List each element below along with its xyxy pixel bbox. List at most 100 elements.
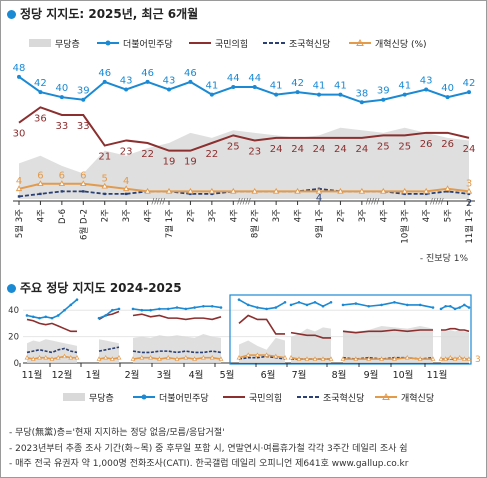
data-point-rk [424,192,428,196]
data-point-dp [219,306,223,309]
legend-label-ppp: 국민의힘 [249,393,282,404]
x-tick-label: 9월 [364,369,379,381]
data-point-rp [24,354,30,360]
legend-marker-dp [105,40,111,46]
data-label-ppp: 24 [463,144,476,155]
data-point-rp [148,354,153,360]
data-point-rp [230,187,237,194]
chart-title-recent: 정당 지지도: 2025년, 최근 6개월 [7,5,198,22]
data-point-rp [62,353,67,359]
data-label-ppp: 25 [377,141,390,152]
data-label-ppp: 24 [313,144,326,155]
x-tick-label: 10월 3주 [400,209,411,244]
series-line-rk [132,350,222,354]
data-point-rp [103,354,109,360]
data-point-rp [430,356,436,361]
data-point-rp [404,354,410,360]
data-point-dp [31,315,35,319]
data-point-dp [453,307,457,311]
data-point-dp [439,307,443,311]
data-label-dp: 43 [120,76,133,87]
data-label-dp: 41 [205,81,218,92]
data-point-rp [58,180,66,186]
data-point-dp [210,304,214,308]
data-point-dp [81,97,86,102]
data-point-dp [256,306,259,309]
data-point-rp [304,356,310,361]
data-label-dp: 41 [398,81,411,92]
data-label-ppp: 25 [227,141,240,152]
x-tick-label: 2월 [125,369,140,381]
data-point-rp [315,187,323,194]
series-line-dp [238,298,286,310]
data-point-rp [30,356,36,361]
data-label-ppp: 22 [205,149,218,160]
data-point-rp [183,354,189,360]
data-point-dp [297,300,301,304]
bullet-icon [7,284,16,293]
data-point-rp [328,356,334,361]
series-line-dp [98,308,120,319]
data-point-dp [289,303,293,307]
series-area-unaffiliated [239,337,285,363]
x-tick-label: 6월 [261,369,276,381]
data-point-dp [149,308,152,312]
data-label-ppp: 33 [55,121,68,132]
data-point-rp [165,187,173,194]
data-label-dp: 41 [334,81,347,92]
data-point-dp [184,307,188,311]
data-point-dp [38,316,41,320]
data-point-dp [449,304,452,308]
data-point-rp [37,354,42,360]
data-point-rk [403,192,406,196]
data-point-dp [445,95,450,100]
chart-title-recent-text: 정당 지지도: 2025년, 최근 6개월 [20,7,199,21]
data-point-dp [265,307,268,311]
x-tick-label: 4주 [229,209,239,222]
data-point-rp [392,356,397,361]
data-point-dp [305,303,309,307]
data-point-rp [358,187,366,194]
data-label-dp: 48 [13,63,26,74]
x-tick-label: 11월 [427,369,448,381]
data-point-dp [44,315,48,319]
data-point-rp [209,354,215,360]
data-point-dp [97,316,101,320]
data-point-rp [466,356,472,361]
legend-swatch-unaffiliated [63,393,85,401]
x-tick-label: 11월 1주 [464,209,475,244]
y-tick-label: 0 [14,359,19,369]
x-tick-label: 4주 [294,209,304,222]
data-point-dp [117,307,121,311]
x-tick-label: 2주 [186,209,196,222]
data-point-dp [175,306,179,309]
data-point-dp [341,303,345,307]
data-label-dp: 40 [441,83,454,94]
end-label-rp: 3 [475,355,481,365]
data-point-rp [74,354,80,360]
data-point-rp [422,187,430,194]
data-label-ppp: 24 [270,144,283,155]
data-point-rp [273,353,279,359]
data-point-rp [101,182,108,189]
data-label-dp: 41 [313,81,326,92]
data-label-dp: 41 [270,81,283,92]
bullet-icon [7,10,16,19]
data-point-dp [75,298,79,301]
data-point-dp [381,97,386,102]
data-label-ppp: 24 [355,144,368,155]
data-point-rp [312,356,318,361]
series-line-rp [18,182,470,193]
data-point-rp [465,187,473,194]
data-point-rp [272,187,280,194]
data-point-dp [359,100,364,105]
data-label-ppp: 23 [120,146,133,157]
x-tick-label: 4주 [379,209,389,222]
data-label-dp: 42 [34,78,47,89]
data-point-rp [320,356,326,361]
axis-break-mark: ///// [366,197,380,206]
data-point-rk [446,190,449,193]
series-line-dp [26,299,78,319]
data-point-dp [111,308,114,312]
